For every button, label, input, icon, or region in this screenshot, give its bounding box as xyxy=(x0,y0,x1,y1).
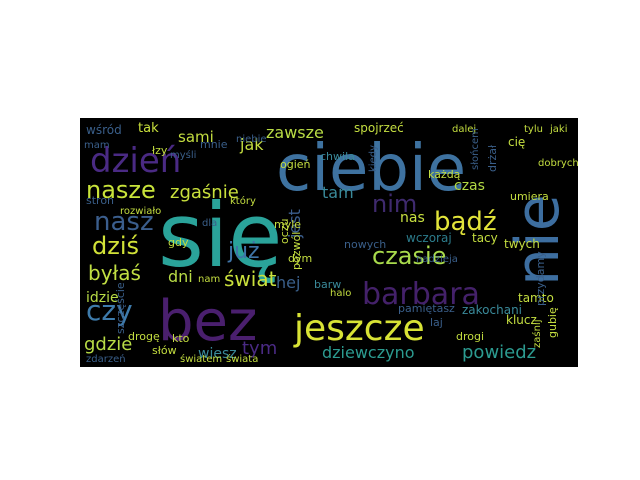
cloud-word: oczu xyxy=(278,218,291,244)
cloud-word: czy xyxy=(86,294,133,327)
cloud-word: pamiętasz xyxy=(398,302,455,315)
cloud-word: słów xyxy=(152,344,177,357)
cloud-word: tacy xyxy=(472,231,498,245)
cloud-word: zgaśnie xyxy=(170,182,239,203)
cloud-word: nadzieja xyxy=(416,254,458,265)
cloud-word: nasze xyxy=(86,176,156,204)
cloud-word: barw xyxy=(314,278,341,291)
cloud-word: który xyxy=(230,195,256,207)
cloud-word: światem xyxy=(180,353,222,365)
cloud-word: dla xyxy=(202,218,217,229)
cloud-word: kto xyxy=(172,332,190,345)
cloud-word: mnie xyxy=(200,138,228,151)
cloud-word: dziewczyno xyxy=(322,343,415,362)
cloud-word: tam xyxy=(322,183,354,202)
cloud-word: nas xyxy=(400,210,425,226)
cloud-word: jak xyxy=(239,135,264,154)
cloud-word: drogi xyxy=(456,330,484,343)
cloud-word: spojrzeć xyxy=(354,121,404,135)
cloud-word: chwila xyxy=(320,150,355,163)
cloud-word: myśli xyxy=(170,149,196,161)
cloud-word: szczęście xyxy=(114,282,127,334)
cloud-word: zawsze xyxy=(266,123,324,142)
cloud-word: już xyxy=(227,239,260,264)
cloud-word: dym xyxy=(288,252,312,265)
cloud-word: idzie xyxy=(86,290,119,306)
cloud-word: drogę xyxy=(128,330,160,343)
cloud-word: przydamy xyxy=(534,251,547,306)
cloud-word: nasz xyxy=(94,207,154,237)
cloud-word: tym xyxy=(242,338,277,359)
cloud-word: tamto xyxy=(518,291,554,305)
cloud-word: pozwól xyxy=(290,232,303,270)
word-cloud: się ciebie bez nie jeszcze dzień barbara czasie… xyxy=(80,118,578,367)
cloud-word: hej xyxy=(276,273,300,292)
cloud-word: nim xyxy=(372,190,417,218)
cloud-word: jest xyxy=(285,209,304,239)
cloud-word: twych xyxy=(504,237,540,251)
cloud-word: łzy xyxy=(152,144,168,157)
cloud-word: nam xyxy=(198,274,220,285)
cloud-word: bądź xyxy=(434,207,497,237)
cloud-word: stron xyxy=(86,194,114,207)
cloud-word: jaki xyxy=(549,124,567,135)
cloud-word: byłaś xyxy=(88,261,141,285)
cloud-word: dobrych xyxy=(538,158,578,169)
cloud-word: laj xyxy=(430,316,443,329)
cloud-word: umiera xyxy=(510,190,549,203)
cloud-word: wśród xyxy=(86,123,122,137)
cloud-word: kiedy xyxy=(368,145,379,172)
cloud-word: sami xyxy=(178,128,214,146)
cloud-word: tylu xyxy=(524,124,543,135)
cloud-word: gdzie xyxy=(84,334,132,355)
cloud-word: zaśnij xyxy=(531,320,543,348)
cloud-word: czasie xyxy=(372,242,446,270)
cloud-word: świata xyxy=(226,353,258,365)
cloud-word: czas xyxy=(454,178,485,194)
cloud-word: drżał xyxy=(486,144,499,172)
cloud-word: powiedz xyxy=(462,342,536,363)
cloud-word: tak xyxy=(138,121,159,136)
cloud-word: cię xyxy=(508,135,525,149)
cloud-word: mam xyxy=(84,140,110,151)
cloud-word: wiesz xyxy=(198,346,237,362)
cloud-word: nie xyxy=(503,194,573,286)
cloud-word: barbara xyxy=(362,277,480,312)
cloud-word: nowych xyxy=(344,238,386,251)
cloud-word: się xyxy=(158,184,282,287)
cloud-word: wczoraj xyxy=(406,231,452,245)
cloud-word: dalej xyxy=(452,124,476,135)
cloud-word: dzień xyxy=(90,141,181,181)
cloud-word: klucz xyxy=(506,313,537,327)
cloud-word: dni xyxy=(168,267,193,286)
cloud-word: myle xyxy=(274,218,301,231)
cloud-word: ciebie xyxy=(276,132,466,206)
cloud-word: dziś xyxy=(92,232,139,260)
cloud-word: bez xyxy=(158,289,257,354)
cloud-word: niebie xyxy=(236,134,267,145)
cloud-word: gdy xyxy=(168,236,189,249)
cloud-word: świat xyxy=(224,267,277,291)
cloud-word: każdą xyxy=(428,168,461,181)
cloud-word: gubię xyxy=(546,307,559,338)
cloud-word: zdarzeń xyxy=(86,353,126,365)
cloud-word: ogień xyxy=(280,158,311,171)
cloud-word: zakochani xyxy=(462,303,522,317)
cloud-word: halo xyxy=(330,288,351,299)
cloud-word: słońcem xyxy=(469,128,481,170)
cloud-word: rozwiało xyxy=(120,206,161,217)
cloud-word: jeszcze xyxy=(293,308,425,349)
